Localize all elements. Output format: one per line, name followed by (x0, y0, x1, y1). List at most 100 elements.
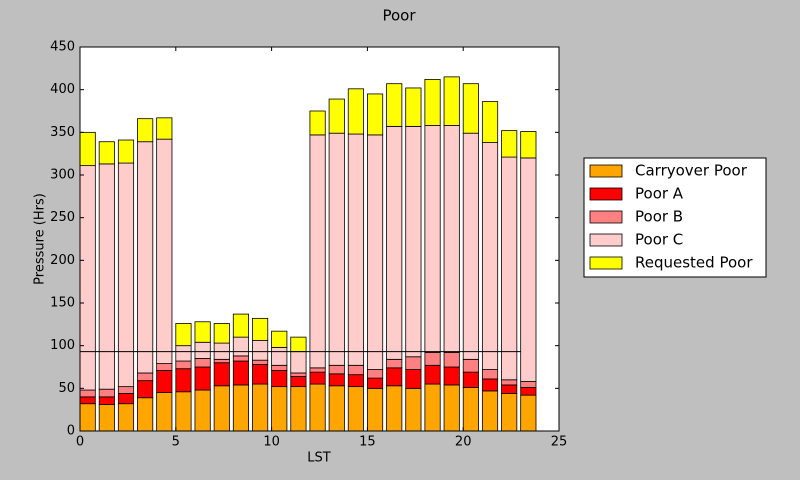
bar-segment (501, 130, 518, 158)
y-tick-label: 200 (50, 253, 75, 268)
bar-segment (366, 387, 384, 432)
x-tick-label: 0 (76, 435, 84, 450)
bar-segment (98, 404, 115, 432)
bar-segment (175, 391, 192, 432)
bar-segment (462, 387, 479, 432)
y-tick-label: 150 (50, 296, 75, 311)
bar-segment (347, 88, 364, 135)
bar-segment (232, 384, 250, 432)
bar-segment (328, 385, 345, 432)
bar-segment (328, 364, 345, 375)
bar-segment (328, 373, 345, 387)
bar-segment (156, 117, 173, 140)
bar-segment (194, 341, 211, 359)
bar-segment (328, 98, 345, 134)
bar-segment (137, 141, 154, 374)
bar-segment (443, 352, 460, 368)
bar-segment (137, 380, 154, 399)
x-tick-label: 25 (551, 435, 568, 450)
bar-segment (347, 374, 364, 388)
bar-segment (252, 383, 269, 432)
y-tick-label: 400 (50, 82, 75, 97)
bar-segment (175, 323, 192, 347)
bar-segment (347, 133, 364, 366)
bar-segment (405, 387, 422, 432)
bar-segment (520, 157, 537, 382)
bar-segment (232, 360, 250, 386)
bar-segment (386, 358, 403, 369)
y-tick-label: 50 (58, 381, 75, 396)
bar-segment (117, 403, 135, 432)
bar-segment (156, 138, 173, 364)
legend-swatch (589, 164, 623, 178)
bar-segment (79, 389, 96, 398)
bar-segment (98, 141, 115, 165)
bar-segment (481, 369, 499, 380)
bar-segment (424, 125, 441, 353)
bar-segment (271, 330, 288, 348)
bar-segment (481, 142, 499, 370)
bar-segment (156, 363, 173, 371)
bar-segment (117, 386, 135, 394)
bar-segment (232, 355, 250, 362)
y-tick-label: 350 (50, 125, 75, 140)
bar-segment (252, 364, 269, 385)
bar-segment (386, 83, 403, 127)
y-tick-label: 450 (50, 40, 75, 55)
bar-segment (137, 397, 154, 432)
bar-segment (328, 132, 345, 366)
bar-segment (366, 93, 384, 136)
bar-segment (271, 346, 288, 366)
y-tick-label: 100 (50, 338, 75, 353)
bar-segment (424, 364, 441, 385)
bar-segment (520, 131, 537, 159)
legend-label: Poor A (635, 185, 684, 203)
bar-segment (405, 87, 422, 127)
bar-segment (213, 323, 230, 344)
bar-segment (232, 336, 250, 357)
bar-segment (137, 118, 154, 143)
bar-segment (290, 372, 307, 377)
y-tick-label: 250 (50, 210, 75, 225)
bar-segment (443, 384, 460, 432)
bar-segment (271, 370, 288, 388)
bar-segment (501, 156, 518, 381)
bar-segment (117, 139, 135, 164)
bar-segment (309, 371, 326, 385)
bar-segment (79, 403, 96, 432)
bar-segment (194, 321, 211, 343)
bar-segment (481, 101, 499, 143)
bar-segment (501, 393, 518, 432)
y-axis-label: Pressure (Hrs) (33, 193, 48, 285)
bar-segment (252, 340, 269, 361)
bar-segment (79, 165, 96, 391)
bar-segment (156, 392, 173, 432)
bar-segment (347, 386, 364, 432)
bar-segment (366, 369, 384, 379)
bar-segment (98, 388, 115, 398)
bar-segment (252, 359, 269, 365)
bar-segment (309, 367, 326, 373)
bar-segment (175, 345, 192, 362)
bar-segment (271, 364, 288, 371)
bar-segment (98, 163, 115, 390)
bar-segment (232, 313, 250, 338)
bar-segment (520, 394, 537, 432)
bar-segment (462, 83, 479, 134)
bar-segment (386, 385, 403, 432)
bar-segment (290, 386, 307, 432)
bar-segment (194, 389, 211, 432)
bar-segment (520, 381, 537, 388)
bar-segment (175, 360, 192, 370)
bar-segment (309, 110, 326, 136)
chart-title: Poor (382, 7, 416, 25)
bar-segment (405, 369, 422, 389)
legend-label: Carryover Poor (635, 162, 748, 180)
bar-segment (194, 358, 211, 368)
legend-swatch (589, 210, 623, 224)
bar-segment (462, 358, 479, 373)
bar-segment (520, 387, 537, 396)
bar-segment (386, 367, 403, 387)
bar-segment (213, 362, 230, 387)
